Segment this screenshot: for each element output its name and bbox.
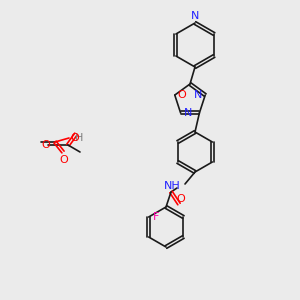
Text: O: O — [42, 140, 50, 150]
Text: H: H — [75, 133, 83, 143]
Text: N: N — [191, 11, 199, 21]
Text: O: O — [178, 90, 187, 100]
Text: F: F — [153, 212, 159, 222]
Text: O: O — [177, 194, 185, 204]
Text: N: N — [184, 108, 192, 118]
Text: O: O — [70, 133, 79, 143]
Text: O: O — [60, 155, 68, 165]
Text: N: N — [194, 90, 202, 100]
Text: NH: NH — [164, 181, 181, 191]
